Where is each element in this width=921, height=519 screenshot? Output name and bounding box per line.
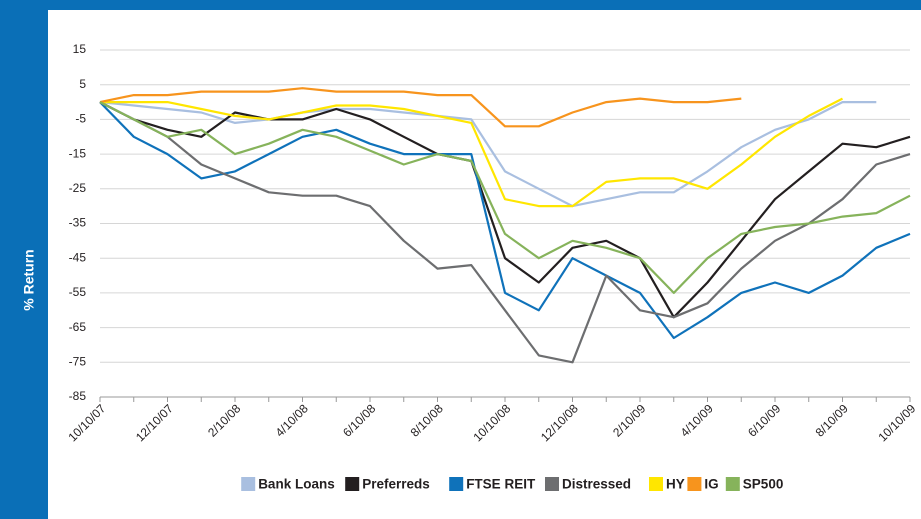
y-tick-label: -75 — [69, 354, 87, 368]
x-tick-label: 2/10/09 — [610, 401, 648, 439]
x-tick-label: 12/10/08 — [538, 401, 581, 444]
legend-swatch — [687, 477, 702, 491]
legend-swatch — [649, 477, 663, 491]
x-tick-label: 10/10/08 — [470, 401, 513, 444]
legend-swatch — [449, 477, 464, 491]
x-tick-label: 10/10/09 — [875, 401, 918, 444]
y-tick-label: -45 — [69, 250, 87, 264]
frame-left — [0, 0, 48, 519]
legend-swatch — [241, 477, 256, 491]
x-tick-label: 4/10/09 — [678, 401, 716, 439]
y-tick-label: -85 — [69, 389, 87, 403]
series-line — [99, 101, 911, 340]
x-tick-label: 2/10/08 — [205, 401, 243, 439]
y-tick-label: 15 — [73, 42, 87, 56]
x-tick-label: 8/10/08 — [408, 401, 446, 439]
legend-swatch — [345, 477, 360, 491]
x-tick-label: 4/10/08 — [273, 401, 311, 439]
x-tick-label: 6/10/08 — [340, 401, 378, 439]
series-line — [100, 97, 844, 208]
series-line — [99, 101, 911, 364]
legend-label: SP500 — [743, 477, 784, 492]
legend-label: IG — [704, 477, 718, 492]
x-tick-label: 6/10/09 — [745, 401, 783, 439]
legend-label: Preferreds — [362, 477, 430, 492]
y-tick-label: -15 — [69, 146, 87, 160]
y-tick-label: -65 — [69, 320, 87, 334]
series-line — [99, 101, 911, 319]
x-tick-label: 8/10/09 — [813, 401, 851, 439]
frame-top — [0, 0, 921, 10]
y-tick-label: -55 — [69, 285, 87, 299]
x-tick-label: 12/10/07 — [133, 401, 176, 444]
y-tick-label: -25 — [69, 181, 87, 195]
legend-swatch — [725, 477, 740, 491]
series-line — [99, 101, 877, 208]
legend-label: HY — [666, 477, 685, 492]
series-line — [99, 101, 911, 294]
legend-label: FTSE REIT — [466, 477, 536, 492]
y-tick-label: -35 — [69, 216, 87, 230]
legend-label: Bank Loans — [258, 477, 335, 492]
y-tick-label: 5 — [79, 77, 86, 91]
y-axis-label: % Return — [21, 249, 37, 310]
legend-label: Distressed — [562, 477, 631, 492]
x-tick-label: 10/10/07 — [65, 401, 108, 444]
series-line — [99, 87, 742, 128]
legend-swatch — [545, 477, 559, 491]
y-tick-label: -5 — [75, 112, 86, 126]
